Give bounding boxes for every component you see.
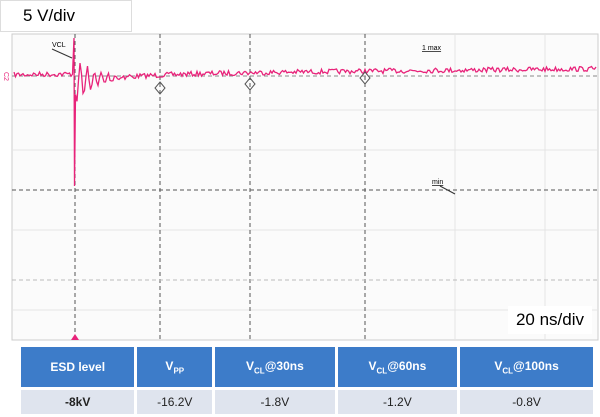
min-label: min	[432, 179, 443, 186]
header-sub: CL	[502, 366, 513, 375]
scope-display: C2 VCL 1 max min	[0, 0, 600, 342]
cell: -16.2V	[137, 390, 212, 414]
header-rest: @100ns	[513, 359, 559, 373]
scope-screen	[12, 34, 598, 340]
max-label: 1 max	[422, 45, 442, 52]
header-rest: @30ns	[265, 359, 304, 373]
column-header: VCL@30ns	[215, 347, 335, 387]
results-table: ESD level VPP VCL@30ns VCL@60ns VCL@100n…	[18, 344, 596, 417]
header-rest: @60ns	[387, 359, 426, 373]
column-header: VCL@100ns	[460, 347, 593, 387]
column-header: VCL@60ns	[338, 347, 458, 387]
header-sub: PP	[173, 366, 184, 375]
header-main: V	[246, 359, 254, 373]
vertical-scale: 5 V/div	[0, 0, 132, 32]
header-main: V	[369, 359, 377, 373]
page: 5 V/div C2 VCL 1 max min 20 ns/div ESD l…	[0, 0, 600, 416]
data-row: -8kV -16.2V -1.8V -1.2V -0.8V	[21, 390, 593, 414]
header-sub: CL	[254, 366, 265, 375]
cell: -1.8V	[215, 390, 335, 414]
channel-label: C2	[2, 72, 9, 81]
cell: -1.2V	[338, 390, 458, 414]
header-sub: CL	[377, 366, 388, 375]
column-header: VPP	[137, 347, 212, 387]
cursor-label: VCL	[52, 42, 66, 49]
cell: -0.8V	[460, 390, 593, 414]
cell: -8kV	[21, 390, 134, 414]
header-row: ESD level VPP VCL@30ns VCL@60ns VCL@100n…	[21, 347, 593, 387]
horizontal-scale: 20 ns/div	[508, 306, 592, 334]
column-header: ESD level	[21, 347, 134, 387]
